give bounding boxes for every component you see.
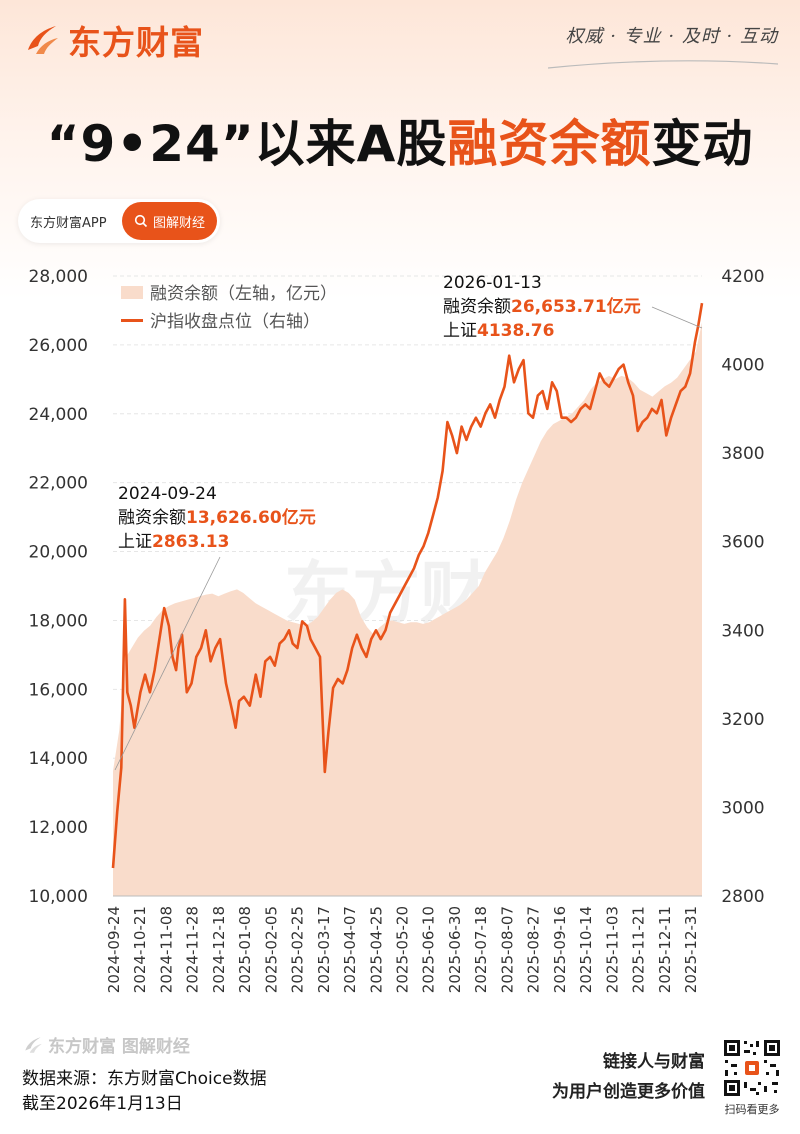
footer-slogan: 链接人与财富 为用户创造更多价值 bbox=[552, 1047, 705, 1107]
title-part2: 变动 bbox=[651, 115, 754, 173]
x-tick-label: 2025-11-21 bbox=[630, 906, 648, 993]
brand-name: 东方财富 bbox=[68, 23, 204, 62]
x-tick-label: 2025-01-08 bbox=[236, 906, 254, 993]
annotation-end-label: 融资余额 bbox=[443, 297, 511, 317]
annotation-start-index-value: 2863.13 bbox=[152, 532, 229, 552]
pill-app-label: 东方财富APP bbox=[30, 215, 107, 231]
right-tick-label: 3200 bbox=[721, 710, 764, 730]
x-axis-labels: 2024-09-24 2024-10-21 2024-11-08 2024-11-28… bbox=[105, 906, 700, 993]
right-axis-labels: 2800 3000 3200 3400 3600 3800 4000 4200 bbox=[721, 267, 764, 907]
flame-logo-icon bbox=[25, 1036, 42, 1053]
footer-slogan-line1: 链接人与财富 bbox=[603, 1052, 705, 1072]
qr-code-icon[interactable] bbox=[722, 1038, 782, 1098]
annotation-start-value: 13,626.60亿元 bbox=[186, 507, 316, 528]
x-tick-label: 2025-06-30 bbox=[446, 906, 464, 993]
legend-line-swatch bbox=[121, 319, 143, 322]
annotation-end: 2026-01-13 融资余额26,653.71亿元 上证4138.76 bbox=[443, 273, 703, 341]
source-line: 数据来源：东方财富Choice数据 bbox=[22, 1069, 267, 1089]
x-tick-label: 2025-06-10 bbox=[420, 906, 438, 993]
right-tick-label: 3800 bbox=[721, 444, 764, 464]
x-tick-label: 2024-12-18 bbox=[210, 906, 228, 993]
left-axis-labels: 10,000 12,000 14,000 16,000 18,000 20,000 22,0… bbox=[29, 267, 88, 907]
x-tick-label: 2024-10-21 bbox=[131, 906, 149, 993]
footer-logo: 东方财富 图解财经 bbox=[22, 1032, 190, 1057]
footer-slogan-line2: 为用户创造更多价值 bbox=[552, 1082, 705, 1102]
chart-legend: 融资余额（左轴，亿元） 沪指收盘点位（右轴） bbox=[121, 284, 337, 332]
data-source: 数据来源：东方财富Choice数据 截至2026年1月13日 bbox=[22, 1067, 267, 1117]
as-of-date: 截至2026年1月13日 bbox=[22, 1094, 183, 1114]
annotation-end-index-value: 4138.76 bbox=[477, 321, 554, 341]
x-tick-label: 2025-04-07 bbox=[341, 906, 359, 993]
x-tick-label: 2025-08-07 bbox=[498, 906, 516, 993]
left-tick-label: 22,000 bbox=[29, 474, 88, 494]
x-tick-label: 2025-11-03 bbox=[603, 906, 621, 993]
right-tick-label: 3000 bbox=[721, 798, 764, 818]
x-tick-label: 2025-02-05 bbox=[262, 906, 280, 993]
annotation-end-value: 26,653.71亿元 bbox=[511, 296, 641, 317]
right-tick-label: 3600 bbox=[721, 533, 764, 553]
x-tick-label: 2024-09-24 bbox=[105, 906, 123, 993]
x-tick-label: 2025-05-20 bbox=[394, 906, 412, 993]
margin-balance-area bbox=[113, 322, 702, 896]
brand-logo: 东方财富 bbox=[22, 18, 204, 62]
pill-search-button[interactable]: 图解财经 bbox=[121, 202, 217, 240]
flame-logo-icon bbox=[28, 26, 58, 54]
x-tick-label: 2025-02-25 bbox=[289, 906, 307, 993]
annotation-end-leader bbox=[651, 306, 703, 329]
annotation-start-balance: 融资余额13,626.60亿元 bbox=[118, 507, 316, 528]
x-tick-label: 2025-08-27 bbox=[525, 906, 543, 993]
right-tick-label: 2800 bbox=[721, 887, 764, 907]
right-tick-label: 3400 bbox=[721, 621, 764, 641]
annotation-start-leader bbox=[114, 556, 221, 771]
x-tick-label: 2025-03-17 bbox=[315, 906, 333, 993]
title-part1: “9•24”以来A股 bbox=[46, 115, 448, 173]
search-icon bbox=[134, 214, 148, 228]
x-tick-label: 2025-09-16 bbox=[551, 906, 569, 993]
x-tick-label: 2024-11-28 bbox=[184, 906, 202, 993]
chart: 东方财富 10,00012,00014,00016,00018,00020,00… bbox=[29, 267, 765, 993]
left-tick-label: 14,000 bbox=[29, 749, 88, 769]
x-tick-label: 2024-11-08 bbox=[157, 906, 175, 993]
x-tick-label: 2025-12-11 bbox=[656, 906, 674, 993]
footer-logo-text: 东方财富 图解财经 bbox=[48, 1037, 190, 1057]
pill-search-label: 图解财经 bbox=[152, 215, 205, 231]
qr-caption: 扫码看更多 bbox=[724, 1103, 780, 1116]
right-tick-label: 4200 bbox=[721, 267, 764, 287]
left-tick-label: 16,000 bbox=[29, 680, 88, 700]
header-background bbox=[0, 0, 800, 300]
annotation-start: 2024-09-24 融资余额13,626.60亿元 上证2863.13 bbox=[114, 484, 316, 771]
annotation-end-date: 2026-01-13 bbox=[443, 273, 542, 293]
left-tick-label: 28,000 bbox=[29, 267, 88, 287]
annotation-end-index: 上证4138.76 bbox=[443, 321, 554, 341]
left-tick-label: 26,000 bbox=[29, 336, 88, 356]
left-tick-label: 18,000 bbox=[29, 611, 88, 631]
right-tick-label: 4000 bbox=[721, 356, 764, 376]
left-tick-label: 10,000 bbox=[29, 887, 88, 907]
app-pill[interactable]: 东方财富APP 图解财经 bbox=[18, 199, 220, 243]
annotation-start-index-label: 上证 bbox=[118, 532, 152, 552]
title-highlight: 融资余额 bbox=[447, 115, 652, 173]
x-tick-label: 2025-12-31 bbox=[682, 906, 700, 993]
slogan-underline bbox=[548, 60, 778, 69]
left-tick-label: 12,000 bbox=[29, 818, 88, 838]
legend-line-label: 沪指收盘点位（右轴） bbox=[150, 312, 320, 332]
x-tick-label: 2025-10-14 bbox=[577, 906, 595, 993]
left-tick-label: 20,000 bbox=[29, 543, 88, 563]
annotation-start-date: 2024-09-24 bbox=[118, 484, 217, 504]
annotation-end-balance: 融资余额26,653.71亿元 bbox=[443, 296, 641, 317]
left-tick-label: 24,000 bbox=[29, 405, 88, 425]
annotation-start-index: 上证2863.13 bbox=[118, 532, 229, 552]
sse-index-line bbox=[111, 302, 704, 869]
x-tick-label: 2025-04-25 bbox=[367, 906, 385, 993]
annotation-end-index-label: 上证 bbox=[443, 321, 477, 341]
x-tick-label: 2025-07-18 bbox=[472, 906, 490, 993]
legend-area-swatch bbox=[121, 286, 143, 299]
brand-slogan: 权威 · 专业 · 及时 · 互动 bbox=[565, 26, 778, 47]
legend-area-label: 融资余额（左轴，亿元） bbox=[150, 284, 337, 304]
page-title: “9•24”以来A股融资余额变动 bbox=[0, 104, 800, 176]
annotation-start-label: 融资余额 bbox=[118, 508, 186, 528]
